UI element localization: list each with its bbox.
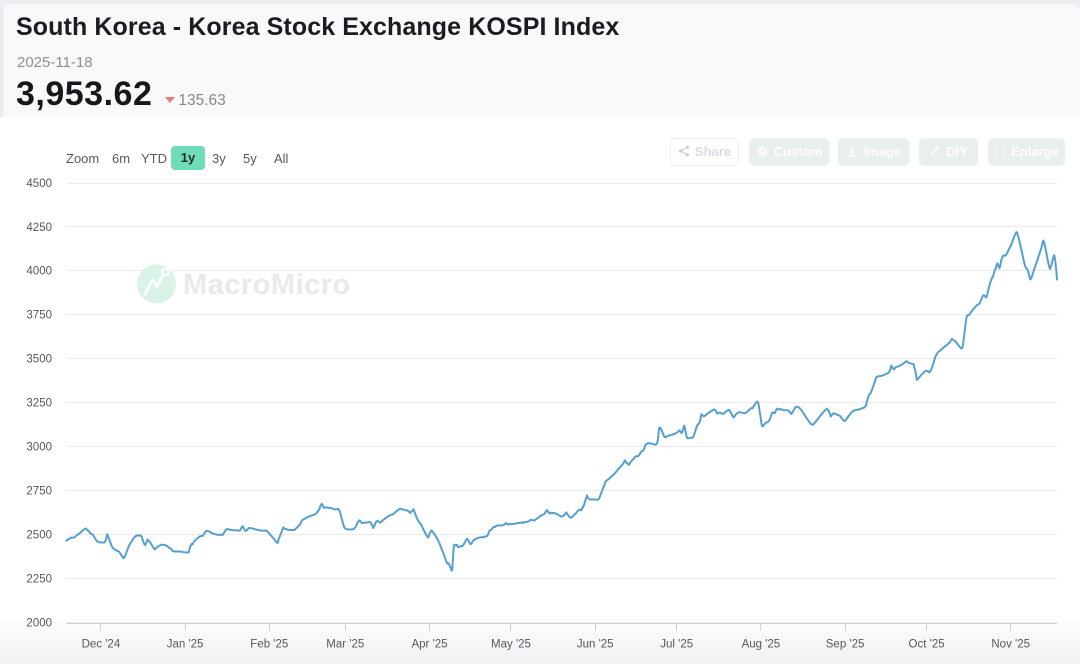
svg-text:MacroMicro: MacroMicro — [183, 269, 351, 301]
svg-text:3750: 3750 — [26, 310, 52, 322]
svg-text:4000: 4000 — [26, 266, 52, 278]
svg-text:3000: 3000 — [26, 442, 52, 454]
svg-text:Mar '25: Mar '25 — [326, 639, 364, 651]
svg-text:4500: 4500 — [26, 178, 52, 190]
svg-text:Oct '25: Oct '25 — [909, 639, 945, 651]
svg-text:2750: 2750 — [26, 486, 52, 498]
svg-text:3250: 3250 — [26, 398, 52, 410]
svg-text:Jun '25: Jun '25 — [577, 639, 614, 651]
svg-text:Dec '24: Dec '24 — [82, 639, 121, 651]
svg-text:Jul '25: Jul '25 — [660, 639, 693, 651]
svg-text:2250: 2250 — [26, 573, 52, 585]
svg-text:Jan '25: Jan '25 — [167, 639, 204, 651]
svg-text:4250: 4250 — [26, 222, 52, 234]
svg-text:3500: 3500 — [26, 354, 52, 366]
svg-text:Sep '25: Sep '25 — [826, 639, 865, 651]
svg-text:Feb '25: Feb '25 — [250, 639, 288, 651]
svg-text:2000: 2000 — [26, 617, 52, 629]
svg-text:Apr '25: Apr '25 — [411, 639, 447, 651]
svg-text:May '25: May '25 — [491, 639, 531, 651]
svg-text:Aug '25: Aug '25 — [742, 639, 781, 651]
svg-text:Nov '25: Nov '25 — [991, 639, 1030, 651]
svg-text:2500: 2500 — [26, 529, 52, 541]
